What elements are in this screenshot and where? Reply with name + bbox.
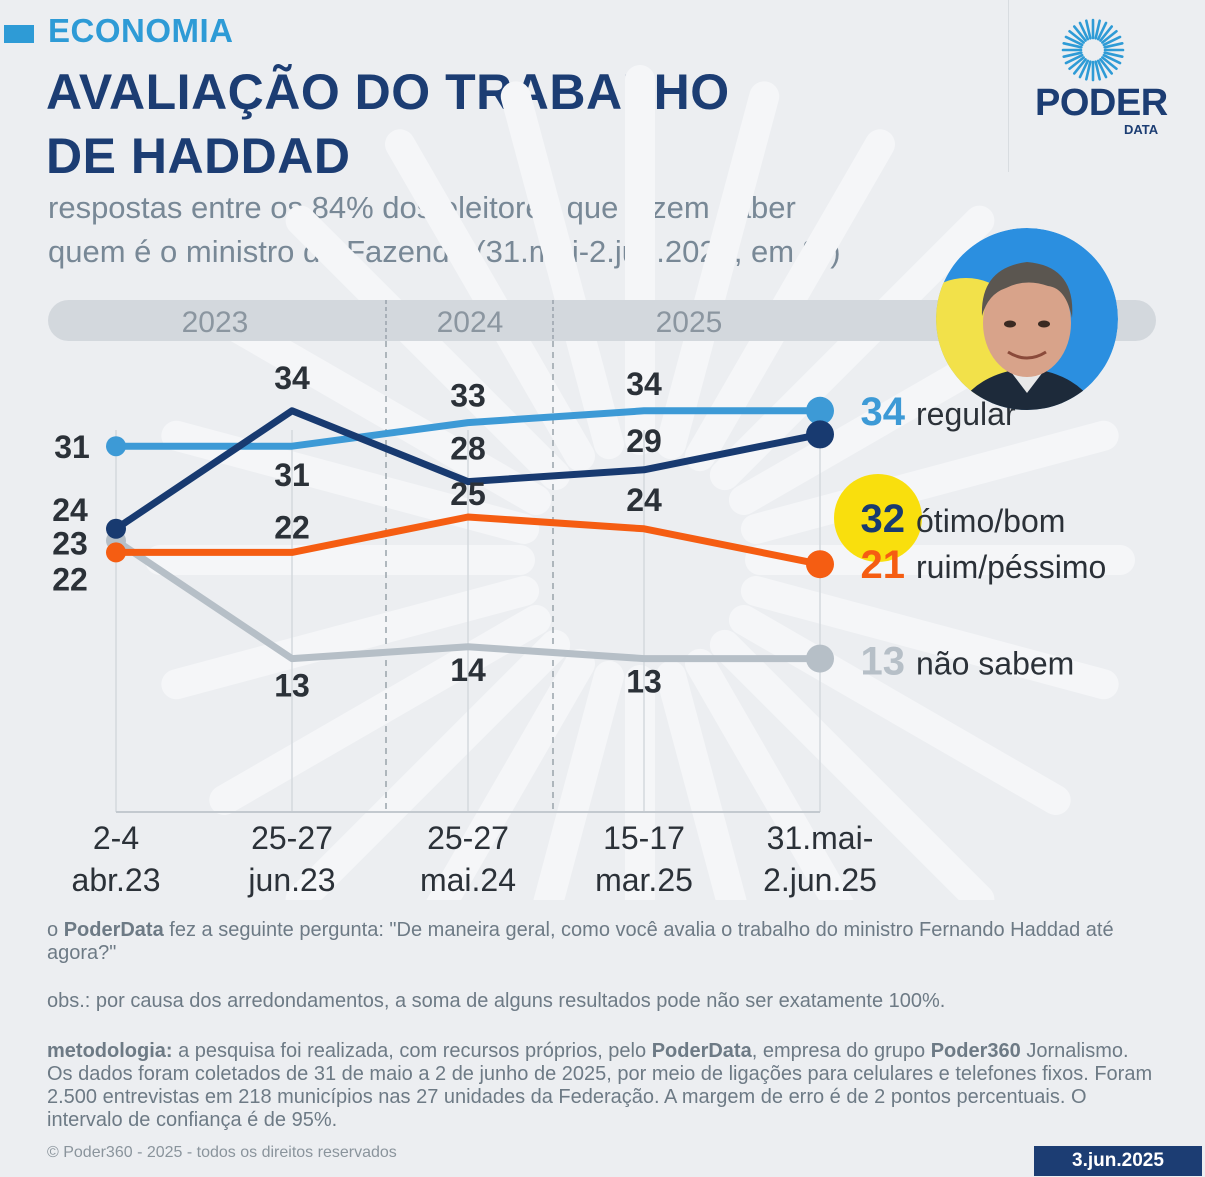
logo-subtext: DATA bbox=[1124, 122, 1159, 137]
title-line-1: AVALIAÇÃO DO TRABALHO bbox=[46, 64, 730, 120]
data-label: 14 bbox=[450, 652, 486, 688]
methodology-note: metodologia: a pesquisa foi realizada, c… bbox=[47, 1040, 1157, 1132]
question-prefix: o bbox=[47, 919, 64, 941]
title-line-2: DE HADDAD bbox=[46, 128, 351, 184]
question-note: o PoderData fez a seguinte pergunta: "De… bbox=[47, 919, 1157, 965]
section-label: ECONOMIA bbox=[48, 12, 234, 49]
data-label: 34 bbox=[274, 360, 310, 396]
end-value-label: 32 bbox=[861, 497, 906, 541]
methodology-brand-1: PoderData bbox=[651, 1040, 752, 1062]
data-label: 25 bbox=[450, 476, 486, 512]
series-name-label: não sabem bbox=[916, 646, 1074, 682]
data-label: 13 bbox=[626, 664, 662, 700]
year-band bbox=[48, 300, 1156, 341]
x-tick-label: mar.25 bbox=[595, 862, 693, 898]
year-label-2024: 2024 bbox=[437, 306, 504, 339]
x-tick-label: abr.23 bbox=[72, 862, 161, 898]
end-value-label: 21 bbox=[861, 543, 906, 587]
publication-date: 3.jun.2025 bbox=[1034, 1146, 1202, 1176]
data-label: 24 bbox=[52, 492, 88, 528]
year-label-2025: 2025 bbox=[656, 306, 723, 339]
x-tick-label: 15-17 bbox=[603, 820, 685, 856]
x-tick-label: 31.mai- bbox=[767, 820, 874, 856]
minister-photo bbox=[936, 228, 1118, 410]
x-tick-label: mai.24 bbox=[420, 862, 516, 898]
x-tick-label: 2.jun.25 bbox=[763, 862, 877, 898]
series-end-point bbox=[806, 550, 834, 579]
series-start-point bbox=[106, 542, 126, 563]
data-label: 23 bbox=[52, 526, 88, 562]
series-start-point bbox=[106, 436, 126, 457]
x-tick-label: 25-27 bbox=[427, 820, 509, 856]
series-end-point bbox=[806, 420, 834, 449]
series-name-label: ótimo/bom bbox=[916, 503, 1065, 539]
background-burst bbox=[145, 65, 1135, 900]
data-label: 33 bbox=[450, 378, 486, 414]
series-start-point bbox=[106, 518, 126, 539]
methodology-label: metodologia: bbox=[47, 1040, 173, 1062]
page-title: AVALIAÇÃO DO TRABALHO DE HADDAD bbox=[46, 60, 730, 188]
series-line-3 bbox=[114, 537, 820, 663]
data-label: 31 bbox=[274, 457, 310, 493]
data-label: 22 bbox=[52, 561, 88, 597]
series-end-point bbox=[806, 644, 834, 673]
logo-burst-icon bbox=[1061, 18, 1125, 82]
portrait-illustration bbox=[936, 228, 1118, 410]
series-line-1 bbox=[114, 407, 821, 532]
x-tick-label: 25-27 bbox=[251, 820, 333, 856]
methodology-brand-2: Poder360 bbox=[930, 1040, 1021, 1062]
end-value-label: 34 bbox=[861, 390, 906, 434]
data-label: 24 bbox=[626, 482, 662, 518]
methodology-text-3: Jornalismo. Os dados foram coletados de … bbox=[47, 1040, 1153, 1131]
series-line-2 bbox=[116, 513, 821, 568]
year-label-2023: 2023 bbox=[182, 306, 249, 339]
series-name-label: ruim/péssimo bbox=[916, 549, 1106, 585]
data-label: 29 bbox=[626, 423, 662, 459]
data-label: 13 bbox=[274, 668, 310, 704]
question-text: fez a seguinte pergunta: "De maneira ger… bbox=[47, 919, 1114, 964]
data-label: 22 bbox=[274, 509, 310, 545]
methodology-text-2: , empresa do grupo bbox=[751, 1040, 931, 1062]
poderdata-logo: PODER DATA bbox=[1008, 0, 1205, 172]
logo-text: PODER bbox=[1035, 82, 1168, 124]
data-label: 31 bbox=[54, 429, 90, 465]
section-marker bbox=[4, 25, 34, 43]
question-brand: PoderData bbox=[63, 919, 164, 941]
obs-note: obs.: por causa dos arredondamentos, a s… bbox=[47, 990, 946, 1012]
data-label: 34 bbox=[626, 366, 662, 402]
end-value-label: 13 bbox=[861, 640, 906, 684]
series-end-point bbox=[806, 396, 834, 425]
x-tick-label: 2-4 bbox=[93, 820, 139, 856]
x-tick-label: jun.23 bbox=[247, 862, 335, 898]
copyright: © Poder360 - 2025 - todos os direitos re… bbox=[47, 1144, 397, 1161]
methodology-text-1: a pesquisa foi realizada, com recursos p… bbox=[172, 1040, 652, 1062]
data-label: 28 bbox=[450, 431, 486, 467]
highlight-circle bbox=[834, 474, 922, 562]
